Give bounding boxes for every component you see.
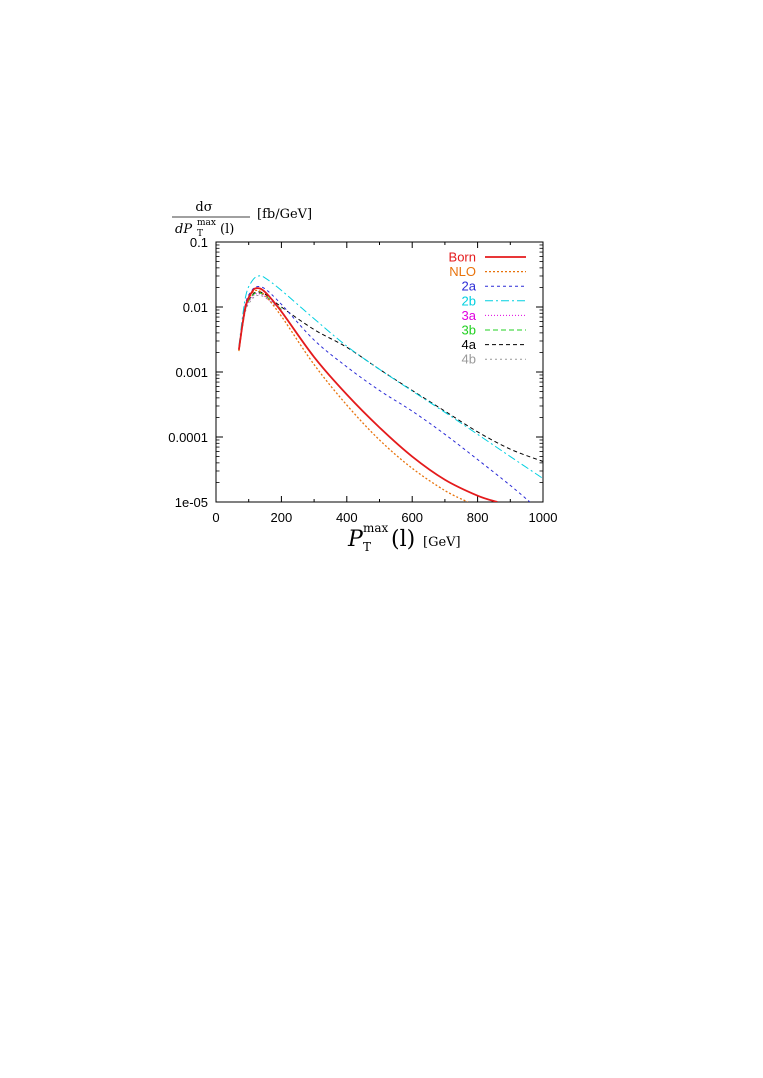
y-tick-label: 1e-05 bbox=[175, 495, 208, 510]
series-line-born bbox=[238, 287, 498, 502]
series-line-2a bbox=[238, 286, 531, 502]
y-label-den-sup: max bbox=[197, 218, 216, 228]
y-label-den-sub: T bbox=[197, 229, 203, 239]
plot-frame bbox=[215, 241, 544, 503]
axis-ticks: 0 200 400 600 800 1000 1e-05 0.0001 0.001 0.01 0.1 bbox=[168, 235, 557, 525]
series-line-nlo bbox=[238, 289, 469, 502]
legend-label-4a: 4a bbox=[462, 337, 477, 352]
legend-label-4b: 4b bbox=[462, 352, 476, 367]
x-tick-label: 0 bbox=[212, 510, 219, 525]
y-label-numerator: dσ bbox=[195, 200, 212, 215]
legend-label-nlo: NLO bbox=[449, 264, 476, 279]
x-tick-label: 1000 bbox=[529, 510, 558, 525]
y-tick-label: 0.0001 bbox=[168, 430, 208, 445]
x-axis-label: P max T (l) [GeV] bbox=[347, 521, 461, 554]
series-line-4a bbox=[238, 291, 543, 462]
y-label-den-arg: (l) bbox=[220, 222, 234, 237]
series-line-2b bbox=[238, 275, 543, 479]
y-axis-label: dσ dP max T (l) [fb/GeV] bbox=[172, 200, 312, 239]
series-line-4b bbox=[238, 294, 282, 352]
x-label-arg: (l) bbox=[391, 527, 415, 552]
x-label-sup: max bbox=[363, 521, 389, 535]
legend-label-3b: 3b bbox=[462, 323, 476, 338]
y-label-unit: [fb/GeV] bbox=[257, 207, 312, 222]
series-lines bbox=[238, 275, 543, 502]
y-tick-label: 0.001 bbox=[175, 365, 208, 380]
series-line-3b bbox=[238, 292, 282, 350]
x-label-main: P bbox=[347, 527, 364, 552]
x-label-unit: [GeV] bbox=[423, 535, 461, 550]
x-tick-label: 400 bbox=[336, 510, 358, 525]
y-tick-label: 0.1 bbox=[190, 235, 208, 250]
x-tick-label: 200 bbox=[271, 510, 293, 525]
y-tick-label: 0.01 bbox=[183, 300, 208, 315]
y-label-den-main: dP bbox=[175, 222, 192, 237]
legend-label-born: Born bbox=[449, 250, 476, 265]
x-tick-label: 600 bbox=[401, 510, 423, 525]
legend-label-2a: 2a bbox=[462, 279, 477, 294]
x-label-sub: T bbox=[363, 540, 371, 554]
legend-label-3a: 3a bbox=[462, 308, 477, 323]
x-tick-label: 800 bbox=[467, 510, 489, 525]
legend-label-2b: 2b bbox=[462, 293, 476, 308]
